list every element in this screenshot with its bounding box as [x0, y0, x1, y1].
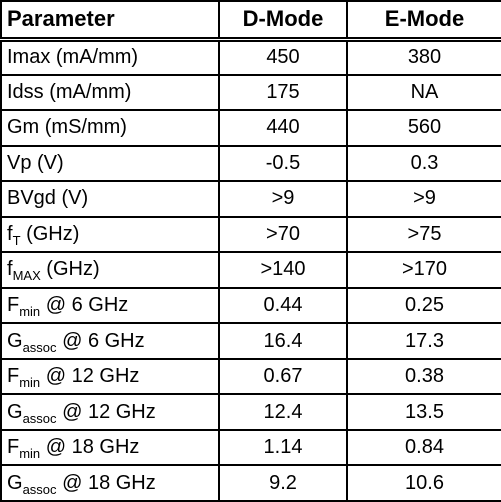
parameter-suffix: @ 18 GHz [56, 471, 156, 494]
parameter-suffix: (GHz) [40, 258, 100, 281]
parameter-base: G [7, 400, 23, 423]
e-mode-value: 10.6 [346, 464, 501, 502]
table-row: Gassoc @ 6 GHz 16.4 17.3 [0, 322, 501, 360]
parameter-name: fMAX (GHz) [0, 251, 220, 289]
e-mode-value: 380 [346, 38, 501, 76]
parameter-name: fT (GHz) [0, 215, 220, 254]
d-mode-value: 12.4 [218, 393, 348, 431]
d-mode-value: -0.5 [218, 144, 348, 183]
parameter-suffix: @ 12 GHz [40, 365, 140, 388]
e-mode-value: 17.3 [346, 322, 501, 360]
parameter-name: BVgd (V) [0, 180, 220, 218]
parameter-base: f [7, 222, 13, 245]
d-mode-value: >70 [218, 215, 348, 254]
parameter-subscript: min [19, 446, 41, 462]
e-mode-value: 13.5 [346, 393, 501, 431]
parameter-name: Idss (mA/mm) [0, 73, 220, 112]
parameter-subscript: MAX [12, 268, 41, 284]
header-parameter: Parameter [0, 0, 220, 42]
table-header-row: Parameter D-Mode E-Mode [0, 0, 501, 42]
d-mode-value: 1.14 [218, 428, 348, 467]
d-mode-value: 16.4 [218, 322, 348, 360]
table-row: Fmin @ 6 GHz 0.44 0.25 [0, 286, 501, 325]
d-mode-value: 0.67 [218, 357, 348, 396]
e-mode-value: NA [346, 73, 501, 112]
parameter-name: Fmin @ 18 GHz [0, 428, 220, 467]
parameter-base: f [7, 258, 13, 281]
parameter-base: G [7, 329, 23, 352]
header-e-mode: E-Mode [346, 0, 501, 42]
parameter-name: Gm (mS/mm) [0, 109, 220, 147]
parameter-subscript: assoc [22, 481, 57, 497]
parameter-base: F [7, 436, 20, 459]
d-mode-value: 175 [218, 73, 348, 112]
parameter-name: Gassoc @ 12 GHz [0, 393, 220, 431]
table-row: Fmin @ 18 GHz 1.14 0.84 [0, 428, 501, 467]
parameter-base: F [7, 365, 20, 388]
parameter-suffix: @ 12 GHz [56, 400, 156, 423]
table-row: Fmin @ 12 GHz 0.67 0.38 [0, 357, 501, 396]
e-mode-value: 560 [346, 109, 501, 147]
table-row: Imax (mA/mm) 450 380 [0, 38, 501, 76]
parameter-subscript: assoc [22, 410, 57, 426]
parameter-base: Imax (mA/mm) [7, 46, 139, 69]
parameter-name: Fmin @ 12 GHz [0, 357, 220, 396]
d-mode-value: 0.44 [218, 286, 348, 325]
parameter-name: Fmin @ 6 GHz [0, 286, 220, 325]
d-mode-value: 450 [218, 38, 348, 76]
parameter-name: Vp (V) [0, 144, 220, 183]
e-mode-value: 0.3 [346, 144, 501, 183]
table-row: Gassoc @ 12 GHz 12.4 13.5 [0, 393, 501, 431]
table-body: Imax (mA/mm) 450 380 Idss (mA/mm) 175 NA… [0, 38, 501, 502]
parameter-name: Gassoc @ 6 GHz [0, 322, 220, 360]
table-row: Idss (mA/mm) 175 NA [0, 73, 501, 112]
parameter-subscript: assoc [22, 339, 57, 355]
table-row: fT (GHz) >70 >75 [0, 215, 501, 254]
parameter-suffix: @ 6 GHz [40, 293, 129, 316]
e-mode-value: >9 [346, 180, 501, 218]
table-row: Vp (V) -0.5 0.3 [0, 144, 501, 183]
e-mode-value: 0.25 [346, 286, 501, 325]
parameter-base: Vp (V) [7, 151, 64, 174]
d-mode-value: 9.2 [218, 464, 348, 502]
parameter-name: Gassoc @ 18 GHz [0, 464, 220, 502]
parameter-suffix: @ 18 GHz [40, 436, 140, 459]
table-row: Gassoc @ 18 GHz 9.2 10.6 [0, 464, 501, 502]
parameter-subscript: T [12, 232, 21, 248]
e-mode-value: 0.84 [346, 428, 501, 467]
d-mode-value: >9 [218, 180, 348, 218]
parameter-base: Idss (mA/mm) [7, 80, 132, 103]
parameter-base: Gm (mS/mm) [7, 116, 127, 139]
parameter-base: F [7, 293, 20, 316]
table-row: Gm (mS/mm) 440 560 [0, 109, 501, 147]
table-row: fMAX (GHz) >140 >170 [0, 251, 501, 289]
parameter-subscript: min [19, 303, 41, 319]
parameter-suffix: @ 6 GHz [56, 329, 145, 352]
parameter-subscript: min [19, 375, 41, 391]
parameter-base: G [7, 471, 23, 494]
parameter-name: Imax (mA/mm) [0, 38, 220, 76]
e-mode-value: >75 [346, 215, 501, 254]
parameter-suffix: (GHz) [20, 222, 80, 245]
d-mode-value: >140 [218, 251, 348, 289]
d-mode-value: 440 [218, 109, 348, 147]
table-row: BVgd (V) >9 >9 [0, 180, 501, 218]
header-d-mode: D-Mode [218, 0, 348, 42]
e-mode-value: >170 [346, 251, 501, 289]
e-mode-value: 0.38 [346, 357, 501, 396]
parameter-base: BVgd (V) [7, 187, 89, 210]
